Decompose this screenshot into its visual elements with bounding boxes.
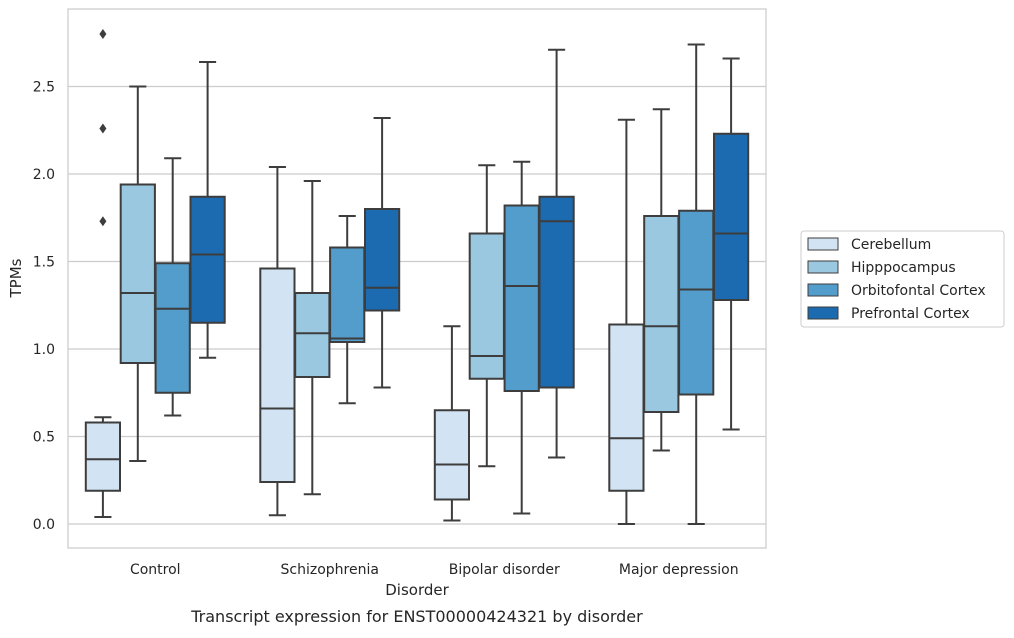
legend-frame [800, 230, 1005, 328]
legend-items: Cerebellum Hipppocampus Orbitofontal Corte… [807, 237, 986, 322]
box-cerebellum [84, 29, 122, 518]
y-tick-label: 2.0 [33, 167, 55, 183]
y-tick-labels: 0.0 0.5 1.0 1.5 2.0 2.5 [33, 80, 55, 534]
iqr-box [189, 195, 226, 324]
iqr-box [363, 208, 401, 312]
x-tick-label: Control [130, 562, 181, 578]
plot-frame [67, 8, 767, 549]
iqr-box [294, 292, 331, 378]
y-axis-label: TPMs [7, 258, 25, 298]
chart-caption: Transcript expression for ENST0000042432… [190, 607, 643, 626]
x-tick-label: Schizophrenia [281, 562, 379, 578]
box-prefrontal-cortex [712, 57, 750, 431]
box-prefrontal-cortex [538, 48, 575, 459]
y-tick-label: 1.0 [33, 342, 55, 358]
iqr-box [608, 323, 645, 492]
iqr-box [84, 421, 122, 492]
iqr-box [678, 209, 715, 396]
x-tick-labels: Control Schizophrenia Bipolar disorder Majo… [130, 562, 739, 578]
legend-label: Hipppocampus [851, 260, 956, 276]
iqr-box [538, 195, 575, 389]
iqr-box [503, 204, 540, 392]
iqr-box [433, 409, 471, 501]
iqr-box [154, 262, 191, 394]
legend: Cerebellum Hipppocampus Orbitofontal Corte… [800, 230, 1005, 328]
legend-swatch [807, 237, 839, 251]
box-orbitofontal-cortex [329, 215, 366, 405]
x-tick-label: Major depression [619, 562, 739, 578]
box-hipppocampus [119, 85, 156, 462]
iqr-box [712, 132, 750, 301]
box-prefrontal-cortex [189, 61, 226, 359]
outlier-point [99, 29, 107, 39]
box-orbitofontal-cortex [678, 43, 715, 525]
outlier-point [99, 216, 107, 227]
y-tick-label: 1.5 [33, 255, 55, 271]
box-cerebellum [433, 325, 471, 522]
box-series-layer [84, 29, 750, 525]
box-orbitofontal-cortex [503, 160, 540, 515]
box-cerebellum [259, 166, 296, 517]
iqr-box [329, 246, 366, 343]
box-orbitofontal-cortex [154, 157, 191, 417]
box-cerebellum [608, 118, 645, 525]
y-tick-label: 0.5 [33, 430, 55, 446]
outlier-point [99, 123, 107, 134]
iqr-box [643, 215, 680, 413]
box-hipppocampus [294, 180, 331, 496]
iqr-box [259, 267, 296, 483]
legend-label: Cerebellum [851, 237, 931, 253]
x-axis-label: Disorder [385, 581, 449, 599]
iqr-box [119, 183, 156, 364]
box-prefrontal-cortex [363, 117, 401, 389]
x-tick-label: Bipolar disorder [449, 562, 560, 578]
legend-swatch [807, 260, 839, 274]
legend-label: Orbitofontal Cortex [851, 283, 986, 299]
box-hipppocampus [468, 164, 505, 468]
y-tick-label: 2.5 [33, 80, 55, 96]
legend-label: Prefrontal Cortex [851, 306, 970, 322]
y-tick-label: 0.0 [33, 517, 55, 533]
iqr-box [468, 232, 505, 380]
legend-swatch [807, 283, 839, 297]
box-hipppocampus [643, 108, 680, 452]
legend-swatch [807, 306, 839, 320]
